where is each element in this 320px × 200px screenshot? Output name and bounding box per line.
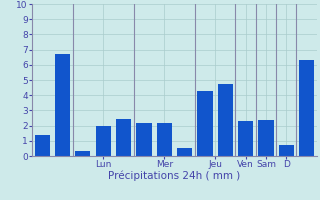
X-axis label: Précipitations 24h ( mm ): Précipitations 24h ( mm ) — [108, 171, 241, 181]
Bar — [218, 84, 233, 156]
Bar — [156, 123, 172, 156]
Bar — [197, 91, 212, 156]
Bar — [258, 120, 274, 156]
Bar — [238, 121, 253, 156]
Bar — [177, 148, 192, 156]
Bar — [96, 126, 111, 156]
Bar — [55, 54, 70, 156]
Bar — [116, 119, 131, 156]
Bar — [279, 145, 294, 156]
Bar — [35, 135, 50, 156]
Bar — [75, 151, 91, 156]
Bar — [299, 60, 314, 156]
Bar — [136, 123, 151, 156]
